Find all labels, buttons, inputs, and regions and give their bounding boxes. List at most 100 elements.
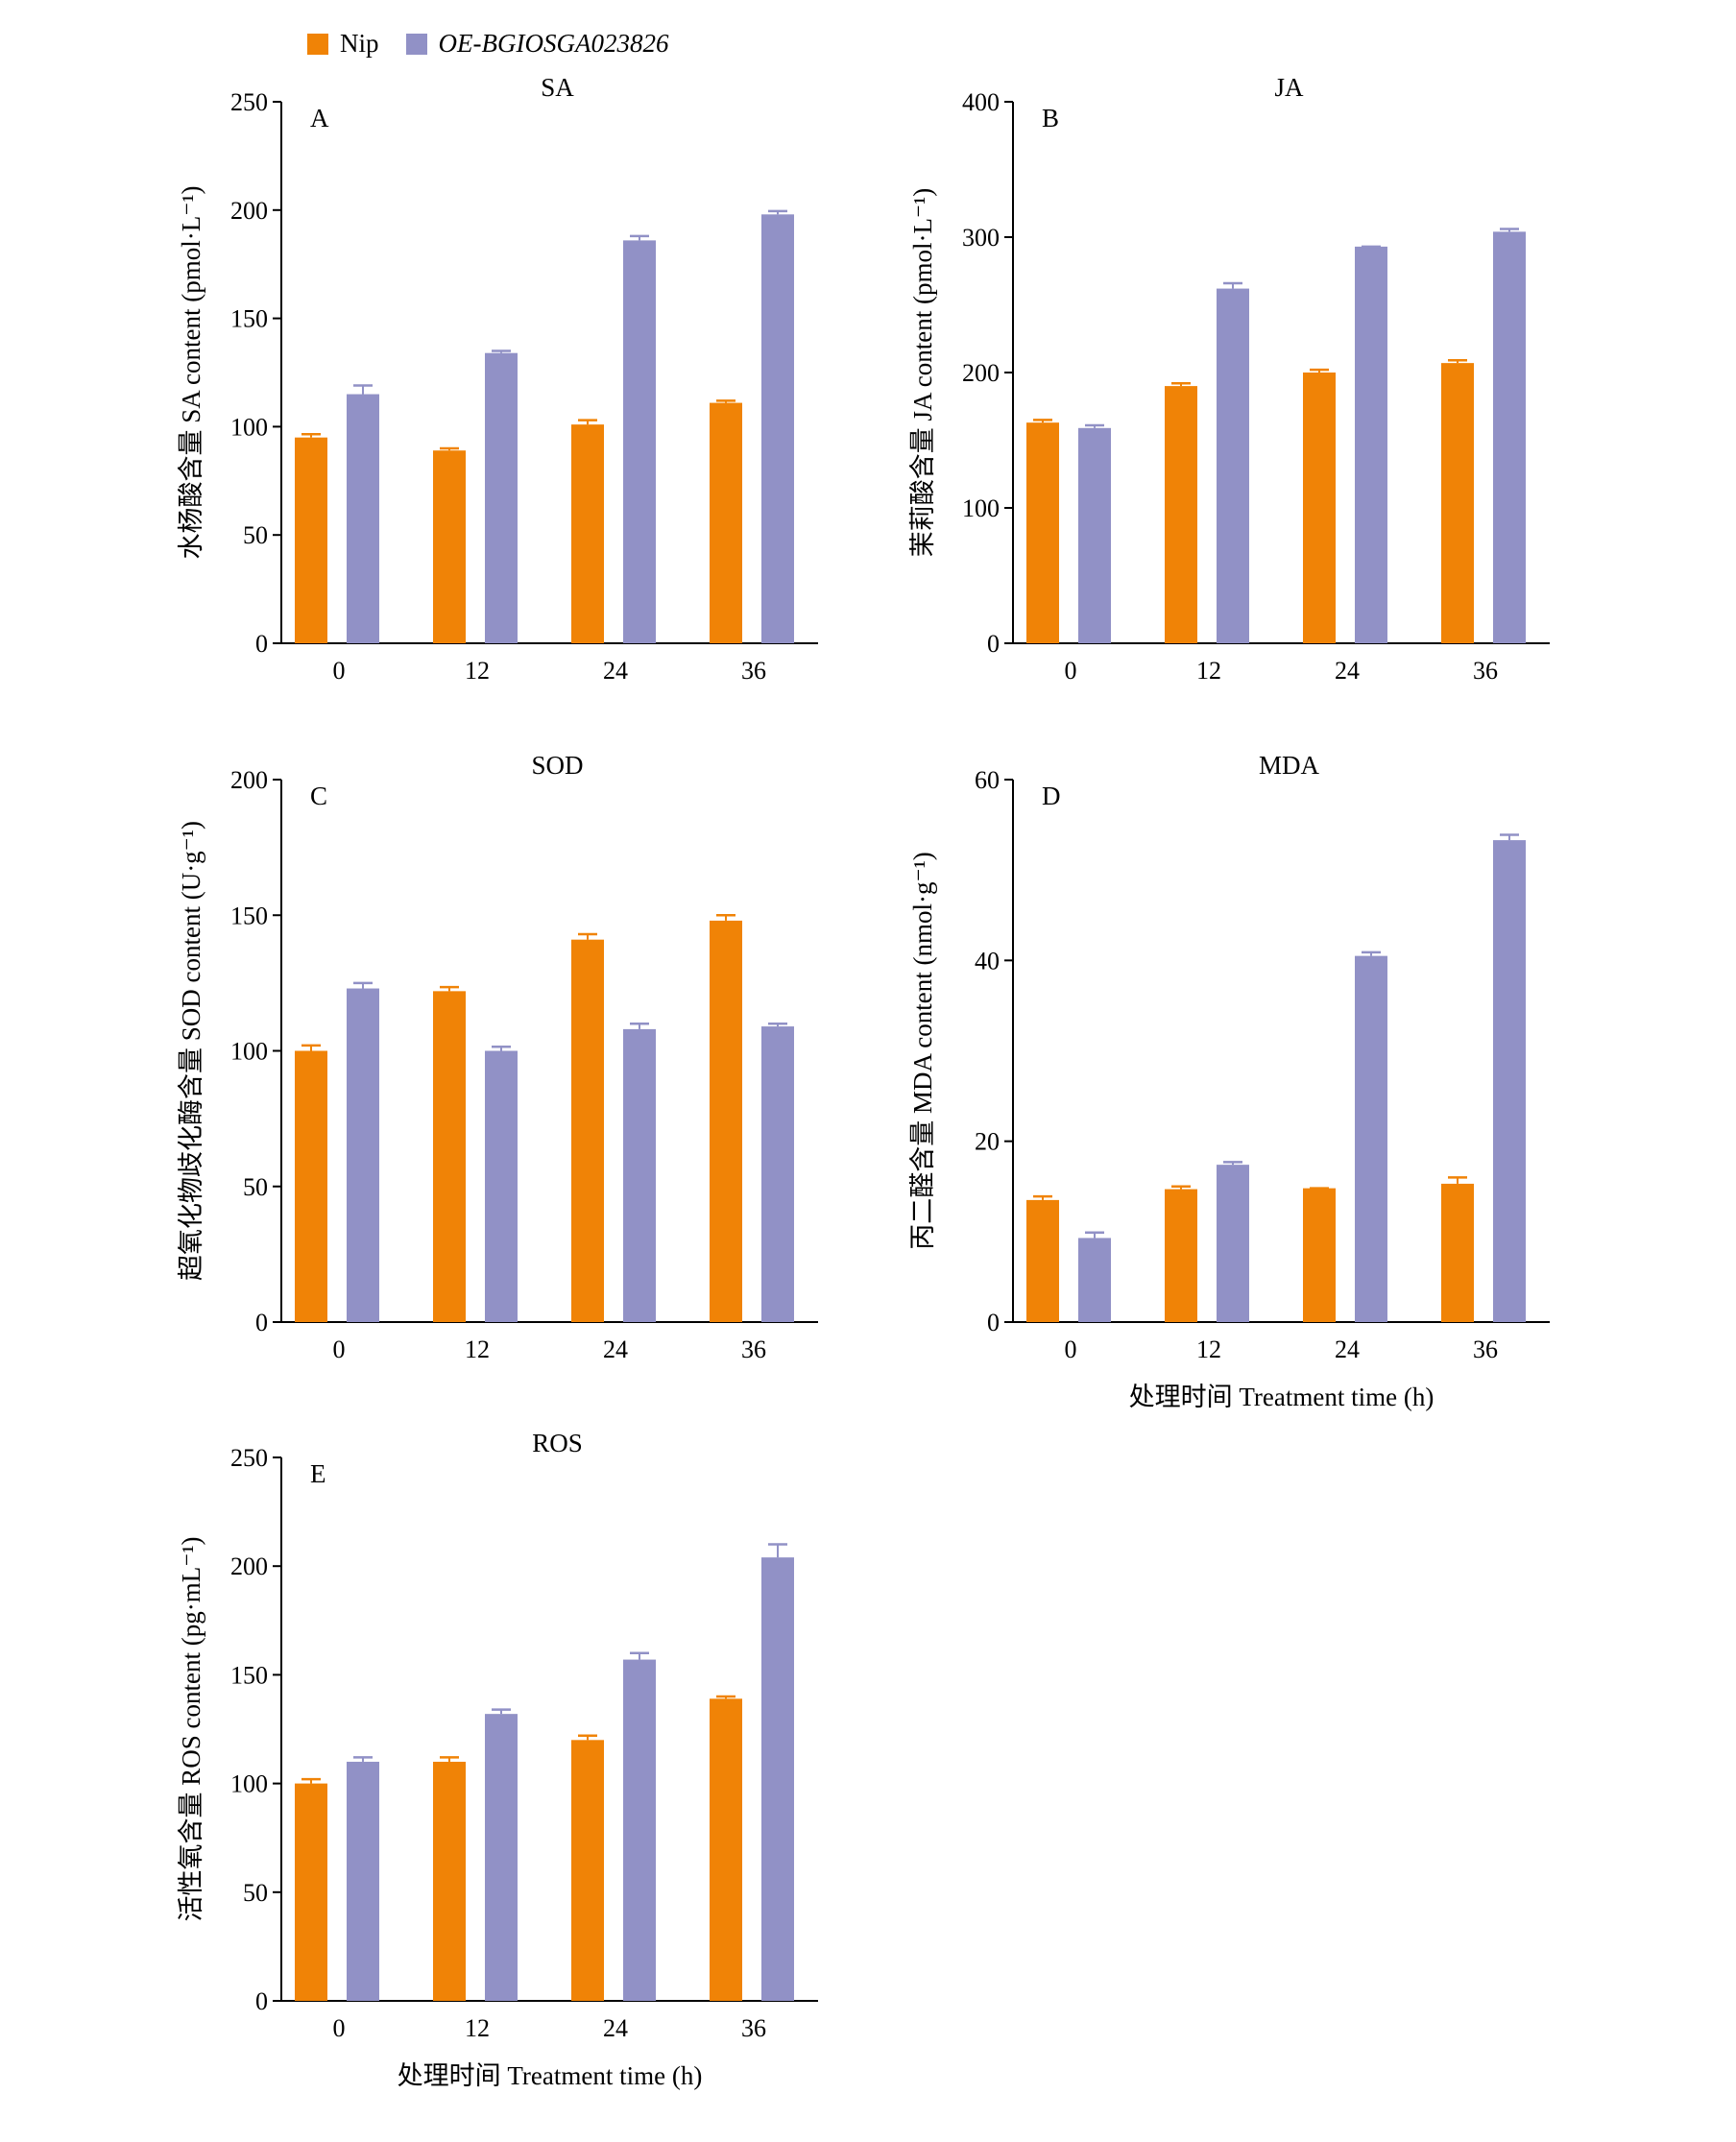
bar-oe-0 <box>1078 1238 1111 1322</box>
chart-title: MDA <box>1259 751 1320 780</box>
x-tick-label: 0 <box>1065 657 1077 685</box>
bar-nip-0 <box>1026 1199 1059 1322</box>
x-tick-label: 36 <box>741 657 766 685</box>
chart-title: SOD <box>531 751 583 780</box>
y-tick-label: 300 <box>962 224 1000 252</box>
bar-nip-36 <box>710 920 742 1322</box>
y-tick-label: 100 <box>230 413 268 441</box>
bar-nip-0 <box>295 1783 327 2001</box>
panel-letter: C <box>310 782 327 810</box>
y-tick-label: 0 <box>255 1987 268 2015</box>
y-tick-label: 250 <box>230 88 268 116</box>
bar-oe-24 <box>623 240 656 643</box>
y-axis-label: 超氧化物歧化酶含量 SOD content (U·g⁻¹) <box>177 821 205 1281</box>
y-tick-label: 400 <box>962 88 1000 116</box>
legend-label-nip: Nip <box>340 29 379 58</box>
bar-oe-0 <box>347 988 379 1322</box>
bar-oe-12 <box>485 352 518 643</box>
bar-nip-12 <box>1165 386 1197 643</box>
x-tick-label: 12 <box>465 657 490 685</box>
chart-title: ROS <box>532 1429 583 1457</box>
x-axis-label: 处理时间 Treatment time (h) <box>1129 1383 1435 1411</box>
bar-oe-12 <box>485 1050 518 1322</box>
y-tick-label: 60 <box>975 766 1000 794</box>
chart-panel-a: 0 50 100 150 200 250 A SA 水杨酸含量 SA content (pmol… <box>177 73 818 685</box>
x-tick-label: 0 <box>333 1336 346 1363</box>
y-tick-label: 100 <box>230 1038 268 1066</box>
y-tick-label: 50 <box>243 521 268 549</box>
y-tick-label: 200 <box>962 359 1000 387</box>
bar-nip-24 <box>1303 373 1336 643</box>
x-tick-label: 24 <box>603 1336 628 1363</box>
bar-oe-0 <box>347 1761 379 2001</box>
bar-oe-24 <box>1355 955 1387 1322</box>
y-tick-label: 200 <box>230 1552 268 1580</box>
bar-nip-36 <box>710 402 742 643</box>
y-tick-label: 100 <box>230 1770 268 1798</box>
chart-title: JA <box>1274 73 1304 102</box>
legend: Nip OE-BGIOSGA023826 <box>307 29 695 59</box>
bar-oe-36 <box>1493 840 1526 1322</box>
y-tick-label: 20 <box>975 1128 1000 1156</box>
panel-letter: B <box>1042 104 1059 132</box>
x-tick-label: 24 <box>1335 1336 1360 1363</box>
y-axis-label: 茉莉酸含量 JA content (pmol·L⁻¹) <box>908 188 937 558</box>
y-tick-label: 150 <box>230 305 268 333</box>
x-tick-label: 12 <box>465 2014 490 2042</box>
legend-item-oe: OE-BGIOSGA023826 <box>405 29 668 59</box>
bar-oe-24 <box>1355 246 1387 643</box>
bar-nip-0 <box>295 437 327 643</box>
bar-oe-0 <box>1078 427 1111 643</box>
chart-panel-e: 0 50 100 150 200 250 E ROS 活性氧含量 ROS content (pg… <box>177 1429 818 2090</box>
bar-oe-24 <box>623 1028 656 1322</box>
y-axis-label: 水杨酸含量 SA content (pmol·L⁻¹) <box>177 185 205 559</box>
y-tick-label: 200 <box>230 766 268 794</box>
legend-item-nip: Nip <box>307 29 379 59</box>
bar-oe-36 <box>761 1557 794 2001</box>
bar-nip-0 <box>295 1050 327 1322</box>
bar-oe-36 <box>761 1026 794 1322</box>
x-tick-label: 24 <box>603 657 628 685</box>
bar-nip-12 <box>1165 1189 1197 1322</box>
bar-oe-12 <box>1217 288 1249 643</box>
legend-swatch-oe <box>405 33 427 55</box>
panel-letter: A <box>310 104 329 132</box>
x-tick-label: 0 <box>333 657 346 685</box>
bar-nip-24 <box>571 424 604 643</box>
y-tick-label: 0 <box>255 1309 268 1336</box>
x-tick-label: 36 <box>741 1336 766 1363</box>
x-tick-label: 0 <box>333 2014 346 2042</box>
y-tick-label: 0 <box>987 1309 1000 1336</box>
y-axis-label: 活性氧含量 ROS content (pg·mL⁻¹) <box>177 1536 205 1921</box>
bar-nip-12 <box>433 450 466 643</box>
bar-nip-12 <box>433 1761 466 2001</box>
bar-oe-24 <box>623 1659 656 2001</box>
bar-nip-24 <box>571 1740 604 2001</box>
x-tick-label: 12 <box>1196 657 1221 685</box>
bar-oe-36 <box>1493 231 1526 644</box>
panel-letter: D <box>1042 782 1061 810</box>
y-tick-label: 100 <box>962 494 1000 522</box>
x-tick-label: 36 <box>1473 657 1498 685</box>
y-tick-label: 150 <box>230 1661 268 1689</box>
bar-nip-12 <box>433 991 466 1322</box>
bar-oe-12 <box>485 1714 518 2001</box>
y-tick-label: 50 <box>243 1173 268 1201</box>
x-tick-label: 36 <box>1473 1336 1498 1363</box>
bar-nip-24 <box>1303 1188 1336 1322</box>
x-tick-label: 12 <box>465 1336 490 1363</box>
bar-nip-0 <box>1026 422 1059 643</box>
y-tick-label: 40 <box>975 947 1000 975</box>
y-tick-label: 200 <box>230 197 268 225</box>
bar-nip-36 <box>710 1698 742 2001</box>
y-tick-label: 0 <box>987 630 1000 658</box>
y-tick-label: 50 <box>243 1879 268 1907</box>
chart-panel-d: 0 20 40 60 D MDA 丙二醛含量 MDA content (nmol·g⁻¹) 0… <box>908 751 1550 1411</box>
bar-nip-36 <box>1441 1183 1474 1322</box>
x-tick-label: 0 <box>1065 1336 1077 1363</box>
bar-nip-36 <box>1441 363 1474 643</box>
y-tick-label: 250 <box>230 1444 268 1472</box>
x-tick-label: 12 <box>1196 1336 1221 1363</box>
bar-oe-36 <box>761 214 794 643</box>
